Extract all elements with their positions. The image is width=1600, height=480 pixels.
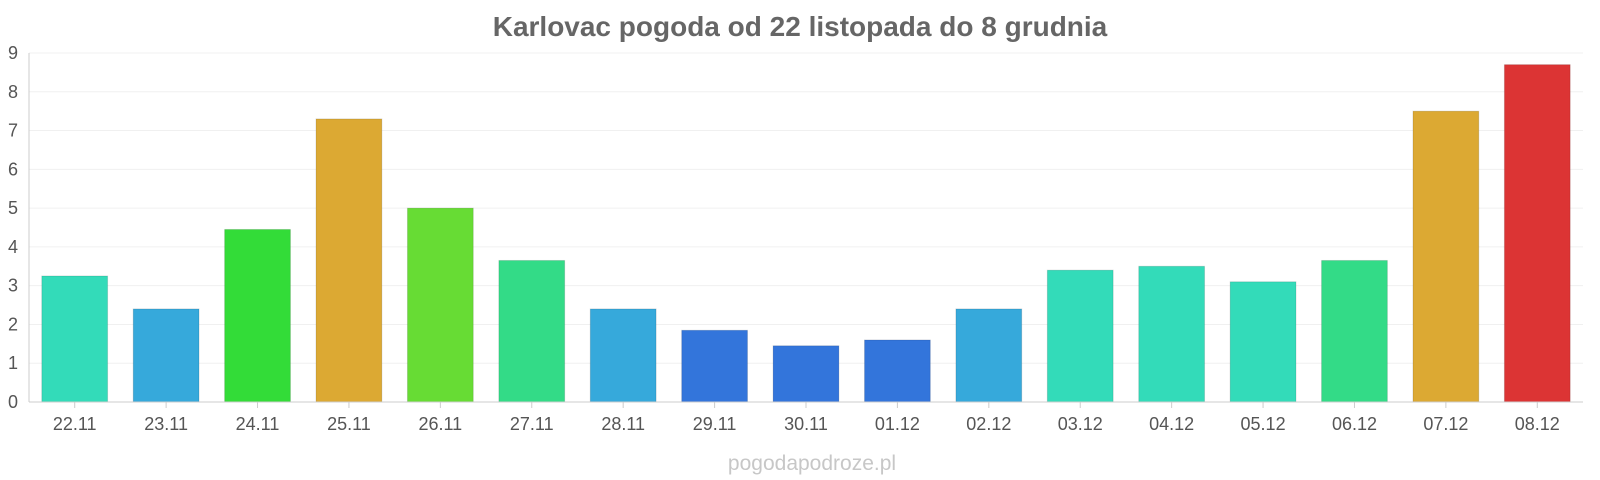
x-tick-label-01.12: 01.12 (875, 414, 920, 434)
bar-05.12 (1229, 281, 1297, 403)
chart-title: Karlovac pogoda od 22 listopada do 8 gru… (493, 11, 1108, 42)
x-tick-label-28.11: 28.11 (601, 414, 645, 434)
bar-22.11 (41, 275, 109, 403)
y-tick-label-8: 8 (8, 82, 18, 102)
y-tick-label-6: 6 (8, 159, 18, 179)
y-tick-label-1: 1 (8, 353, 18, 373)
x-tick-label-24.11: 24.11 (236, 414, 280, 434)
x-tick-label-22.11: 22.11 (53, 414, 97, 434)
x-tick-label-06.12: 06.12 (1332, 414, 1377, 434)
bar-23.11 (132, 308, 200, 403)
y-tick-label-3: 3 (8, 276, 18, 296)
x-tick-label-30.11: 30.11 (784, 414, 828, 434)
bar-02.12 (955, 308, 1023, 403)
y-tick-label-9: 9 (8, 43, 18, 63)
x-tick-label-04.12: 04.12 (1149, 414, 1194, 434)
x-tick-label-23.11: 23.11 (144, 414, 188, 434)
x-tick-label-08.12: 08.12 (1515, 414, 1560, 434)
x-tick-label-05.12: 05.12 (1241, 414, 1286, 434)
y-tick-label-7: 7 (8, 121, 18, 141)
x-tick-label-25.11: 25.11 (327, 414, 371, 434)
x-tick-label-29.11: 29.11 (693, 414, 737, 434)
bars (41, 64, 1571, 403)
bar-24.11 (224, 228, 291, 403)
axes: 0 1 2 3 4 5 6 7 8 9 22.11 23.11 24.11 25.11 26.11 27.11… (8, 43, 1583, 434)
bar-26.11 (406, 207, 474, 403)
bar-01.12 (864, 339, 931, 403)
y-tick-label-4: 4 (8, 237, 18, 257)
bar-29.11 (681, 329, 748, 403)
bar-06.12 (1321, 259, 1388, 403)
y-tick-label-2: 2 (8, 314, 18, 334)
bar-07.12 (1412, 110, 1480, 403)
y-tick-label-0: 0 (8, 392, 18, 412)
x-tick-label-02.12: 02.12 (966, 414, 1011, 434)
watermark: pogodapodroze.pl (728, 452, 896, 475)
y-tick-label-5: 5 (8, 198, 18, 218)
x-tick-label-26.11: 26.11 (418, 414, 462, 434)
x-tick-label-03.12: 03.12 (1058, 414, 1103, 434)
bar-27.11 (498, 259, 566, 403)
bar-25.11 (315, 118, 383, 403)
bar-28.11 (589, 308, 657, 403)
bar-30.11 (772, 345, 840, 403)
x-tick-label-07.12: 07.12 (1423, 414, 1468, 434)
bar-04.12 (1138, 265, 1206, 403)
bar-03.12 (1046, 269, 1114, 403)
x-tick-label-27.11: 27.11 (510, 414, 554, 434)
bar-08.12 (1503, 64, 1571, 403)
